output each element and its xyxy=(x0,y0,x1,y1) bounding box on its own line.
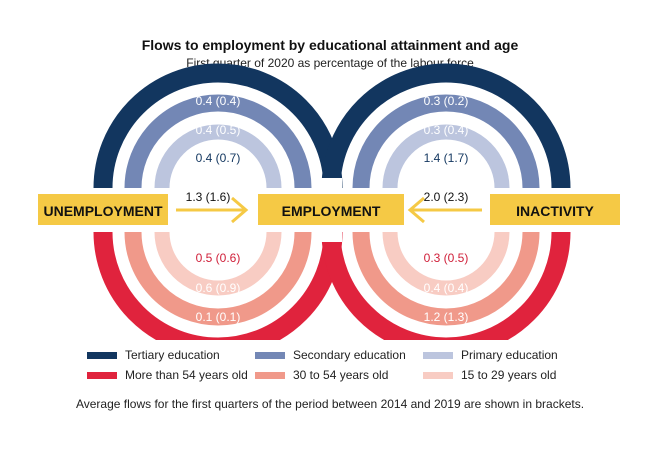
legend-item-age-30-54: 30 to 54 years old xyxy=(255,368,423,382)
ring-gap-top xyxy=(320,178,342,190)
ring-gap-bottom xyxy=(320,230,342,242)
left-age-15-29-value: 0.5 (0.6) xyxy=(196,251,241,265)
left-age-over54-value: 0.1 (0.1) xyxy=(196,310,241,324)
left-age-30-54-value: 0.6 (0.9) xyxy=(196,281,241,295)
left-age-30-54-arc xyxy=(124,231,312,326)
legend-label-tertiary: Tertiary education xyxy=(125,348,220,362)
right-tertiary-arc xyxy=(321,63,571,189)
legend-label-secondary: Secondary education xyxy=(293,348,406,362)
left-tertiary-arc xyxy=(93,63,343,189)
legend-row-age: More than 54 years old 30 to 54 years ol… xyxy=(0,368,660,382)
right-age-15-29-value: 0.3 (0.5) xyxy=(424,251,469,265)
right-primary-arc xyxy=(382,124,510,189)
legend-item-age-15-29: 15 to 29 years old xyxy=(423,368,573,382)
chart-title: Flows to employment by educational attai… xyxy=(141,37,519,53)
legend-row-education: Tertiary education Secondary education P… xyxy=(0,348,660,362)
chart-subtitle: First quarter of 2020 as percentage of t… xyxy=(186,56,474,70)
flow-rings-svg: UNEMPLOYMENT EMPLOYMENT INACTIVITY 1.3 (… xyxy=(38,63,620,340)
right-secondary-arc xyxy=(352,94,540,189)
inactivity-label: INACTIVITY xyxy=(516,203,594,219)
right-tertiary-value: 0.3 (0.2) xyxy=(424,94,469,108)
legend-swatch-age-over54 xyxy=(87,371,117,379)
right-secondary-value: 0.3 (0.4) xyxy=(424,123,469,137)
legend-swatch-tertiary xyxy=(87,351,117,359)
left-secondary-arc xyxy=(124,94,312,189)
left-primary-value: 0.4 (0.7) xyxy=(196,151,241,165)
right-primary-value: 1.4 (1.7) xyxy=(424,151,469,165)
left-age-over54-arc xyxy=(93,231,343,340)
legend-swatch-age-15-29 xyxy=(423,371,453,379)
left-flow-arrow xyxy=(176,196,249,224)
legend-label-primary: Primary education xyxy=(461,348,558,362)
legend-swatch-primary xyxy=(423,351,453,359)
right-age-30-54-value: 0.4 (0.4) xyxy=(424,281,469,295)
left-age-15-29-arc xyxy=(154,231,282,296)
legend-swatch-age-30-54 xyxy=(255,371,285,379)
employment-box xyxy=(258,194,404,225)
legend-item-secondary: Secondary education xyxy=(255,348,423,362)
right-age-30-54-arc xyxy=(352,231,540,326)
legend-swatch-secondary xyxy=(255,351,285,359)
unemployment-box xyxy=(38,194,168,225)
employment-label: EMPLOYMENT xyxy=(282,203,381,219)
right-flow-arrow xyxy=(407,196,482,224)
legend-item-age-over54: More than 54 years old xyxy=(87,368,255,382)
legend-item-tertiary: Tertiary education xyxy=(87,348,255,362)
inactivity-box xyxy=(490,194,620,225)
left-secondary-value: 0.4 (0.5) xyxy=(196,123,241,137)
legend-label-age-15-29: 15 to 29 years old xyxy=(461,368,557,382)
legend-label-age-over54: More than 54 years old xyxy=(125,368,248,382)
unemployment-label: UNEMPLOYMENT xyxy=(44,203,163,219)
left-primary-arc xyxy=(154,124,282,189)
right-age-15-29-arc xyxy=(382,231,510,296)
right-direct-value: 2.0 (2.3) xyxy=(424,190,469,204)
legend-item-primary: Primary education xyxy=(423,348,573,362)
right-age-over54-value: 1.2 (1.3) xyxy=(424,310,469,324)
left-direct-value: 1.3 (1.6) xyxy=(186,190,231,204)
right-age-over54-arc xyxy=(321,231,571,340)
left-tertiary-value: 0.4 (0.4) xyxy=(196,94,241,108)
legend-label-age-30-54: 30 to 54 years old xyxy=(293,368,389,382)
footnote: Average flows for the first quarters of … xyxy=(75,397,585,411)
